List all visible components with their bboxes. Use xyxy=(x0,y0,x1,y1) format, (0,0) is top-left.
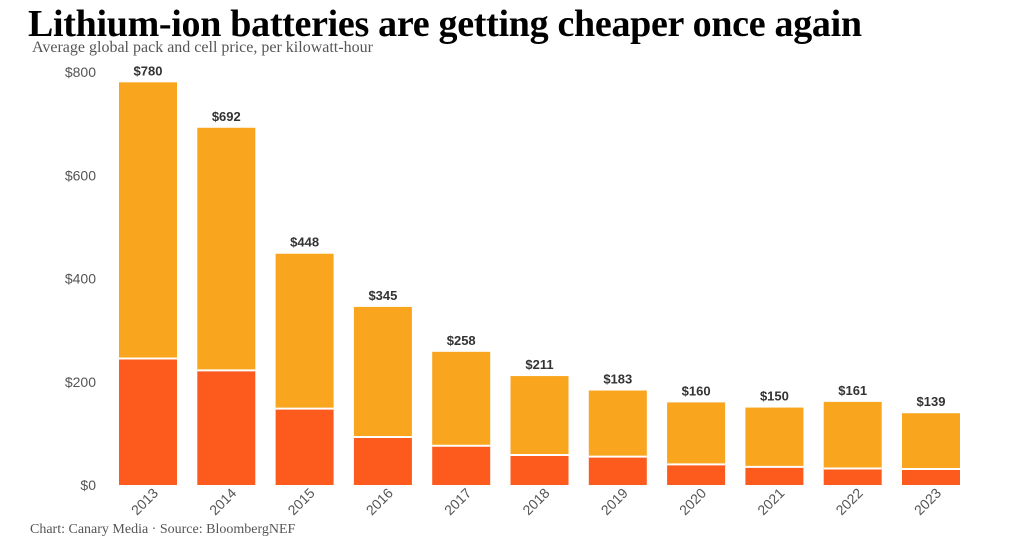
chart-title: Lithium-ion batteries are getting cheape… xyxy=(28,3,862,45)
x-tick-label: 2020 xyxy=(676,485,709,518)
bar-total-label: $258 xyxy=(447,333,476,348)
y-tick-label: $800 xyxy=(65,64,96,80)
x-tick-label: 2022 xyxy=(832,485,865,518)
bar-cell-segment xyxy=(275,408,334,485)
bar-cell-segment xyxy=(823,468,882,485)
bar-pack-segment xyxy=(667,402,726,465)
bar-total-label: $160 xyxy=(682,383,711,398)
bar-total-label: $211 xyxy=(525,357,553,372)
bar-total-label: $150 xyxy=(760,389,789,404)
bar-total-label: $780 xyxy=(134,63,163,78)
bar-total-label: $161 xyxy=(838,383,867,398)
bar-cell-segment xyxy=(510,455,569,485)
bar-pack-segment xyxy=(823,401,882,469)
x-tick-label: 2021 xyxy=(754,485,787,518)
bar-pack-segment xyxy=(353,306,412,437)
bar-cell-segment xyxy=(902,468,960,485)
bar-cell-segment xyxy=(353,436,412,485)
bar-cell-segment xyxy=(432,445,491,485)
bar-pack-segment xyxy=(432,351,491,446)
x-tick-label: 2014 xyxy=(206,485,239,518)
bar-pack-segment xyxy=(902,413,960,469)
y-tick-label: $600 xyxy=(65,167,96,183)
chart-source: Chart: Canary Media · Source: BloombergN… xyxy=(30,522,296,537)
y-tick-label: $200 xyxy=(65,374,96,390)
bar-total-label: $448 xyxy=(290,235,319,250)
bar-pack-segment xyxy=(275,253,334,409)
bar-total-label: $345 xyxy=(368,288,397,303)
x-tick-label: 2015 xyxy=(284,485,317,518)
bar-total-label: $139 xyxy=(917,394,946,409)
x-tick-label: 2013 xyxy=(128,485,161,518)
x-tick-label: 2023 xyxy=(911,485,944,518)
bar-pack-segment xyxy=(510,376,569,456)
y-tick-label: $400 xyxy=(65,271,96,287)
bar-pack-segment xyxy=(588,390,647,457)
bar-total-label: $183 xyxy=(603,372,632,387)
chart-subtitle: Average global pack and cell price, per … xyxy=(32,39,373,56)
bar-cell-segment xyxy=(667,464,726,485)
x-tick-label: 2019 xyxy=(598,485,631,518)
y-tick-label: $0 xyxy=(80,477,96,493)
x-tick-label: 2017 xyxy=(441,485,474,518)
bar-cell-segment xyxy=(745,466,804,485)
bar-pack-segment xyxy=(745,407,804,467)
bar-total-label: $692 xyxy=(212,109,241,124)
bar-cell-segment xyxy=(197,370,256,485)
bar-cell-segment xyxy=(119,358,177,485)
bar-cell-segment xyxy=(588,456,647,485)
bar-pack-segment xyxy=(119,82,177,359)
x-tick-label: 2016 xyxy=(363,485,396,518)
bar-pack-segment xyxy=(197,127,256,371)
x-tick-label: 2018 xyxy=(519,485,552,518)
